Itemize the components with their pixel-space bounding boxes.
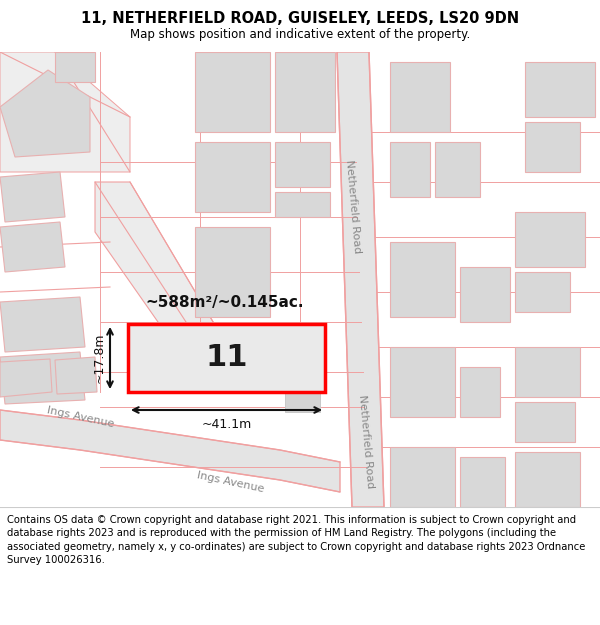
Text: Map shows position and indicative extent of the property.: Map shows position and indicative extent…	[130, 28, 470, 41]
Text: ~17.8m: ~17.8m	[93, 332, 106, 383]
Polygon shape	[515, 452, 580, 507]
Polygon shape	[285, 382, 320, 412]
Text: Netherfield Road: Netherfield Road	[357, 395, 375, 489]
Polygon shape	[95, 182, 225, 382]
Polygon shape	[525, 122, 580, 172]
Polygon shape	[0, 297, 85, 352]
Text: Contains OS data © Crown copyright and database right 2021. This information is : Contains OS data © Crown copyright and d…	[7, 515, 586, 565]
Polygon shape	[0, 70, 90, 157]
Polygon shape	[337, 52, 384, 507]
Polygon shape	[195, 142, 270, 212]
Polygon shape	[390, 242, 455, 317]
Text: 11: 11	[205, 344, 248, 372]
Polygon shape	[0, 352, 85, 404]
Polygon shape	[275, 142, 330, 187]
Polygon shape	[390, 347, 455, 417]
Polygon shape	[275, 192, 330, 217]
Text: 11, NETHERFIELD ROAD, GUISELEY, LEEDS, LS20 9DN: 11, NETHERFIELD ROAD, GUISELEY, LEEDS, L…	[81, 11, 519, 26]
Polygon shape	[515, 347, 580, 397]
Text: Ings Avenue: Ings Avenue	[196, 470, 265, 494]
Polygon shape	[55, 52, 95, 82]
Polygon shape	[55, 357, 97, 394]
Text: ~588m²/~0.145ac.: ~588m²/~0.145ac.	[146, 294, 304, 309]
Polygon shape	[0, 222, 65, 272]
Polygon shape	[460, 457, 505, 507]
Text: Netherfield Road: Netherfield Road	[344, 160, 362, 254]
Polygon shape	[515, 272, 570, 312]
Polygon shape	[390, 62, 450, 132]
Polygon shape	[0, 359, 52, 397]
Bar	[128, 324, 325, 392]
Polygon shape	[460, 367, 500, 417]
Text: Ings Avenue: Ings Avenue	[46, 405, 115, 429]
Polygon shape	[195, 52, 270, 132]
Polygon shape	[0, 410, 340, 492]
Polygon shape	[275, 52, 335, 132]
Polygon shape	[525, 62, 595, 117]
Polygon shape	[460, 267, 510, 322]
Polygon shape	[0, 172, 65, 222]
Polygon shape	[390, 447, 455, 507]
Polygon shape	[285, 337, 320, 377]
Polygon shape	[515, 212, 585, 267]
Polygon shape	[515, 402, 575, 442]
Polygon shape	[195, 227, 270, 317]
Text: ~41.1m: ~41.1m	[202, 418, 251, 431]
Polygon shape	[390, 142, 430, 197]
Polygon shape	[435, 142, 480, 197]
Polygon shape	[0, 52, 130, 172]
